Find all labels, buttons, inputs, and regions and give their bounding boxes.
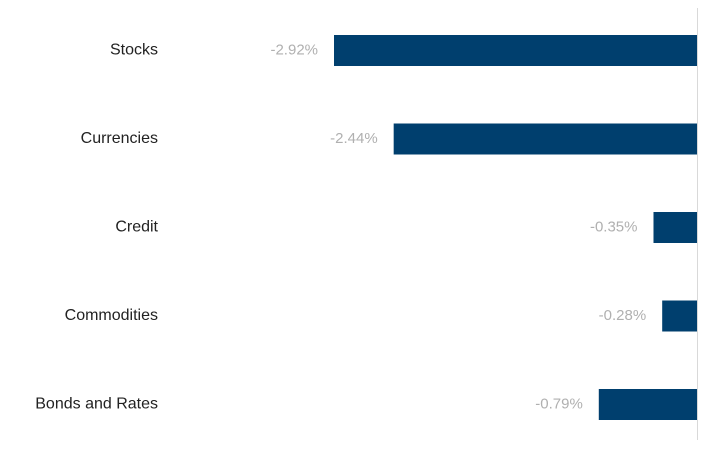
- bar-row: Commodities -0.28%: [65, 300, 697, 332]
- bar: [598, 389, 697, 420]
- bar-row: Stocks -2.92%: [110, 35, 697, 66]
- category-label: Stocks: [110, 42, 158, 59]
- value-label: -2.92%: [270, 41, 318, 58]
- value-label: -0.35%: [590, 218, 638, 235]
- value-label: -0.28%: [599, 307, 647, 324]
- category-label: Commodities: [65, 307, 158, 324]
- value-label: -2.44%: [330, 130, 378, 147]
- category-label: Credit: [115, 219, 158, 236]
- bar-row: Currencies -2.44%: [81, 123, 697, 155]
- category-label: Currencies: [81, 130, 158, 147]
- bar: [653, 212, 697, 243]
- bar: [393, 123, 697, 155]
- bar-row: Bonds and Rates -0.79%: [35, 389, 697, 420]
- bar-row: Credit -0.35%: [115, 212, 697, 243]
- bar: [334, 35, 697, 66]
- value-label: -0.79%: [535, 395, 583, 412]
- bars-layer: Stocks -2.92% Currencies -2.44% Credit -0.35%…: [35, 35, 697, 420]
- bar: [662, 300, 697, 332]
- category-label: Bonds and Rates: [35, 396, 158, 413]
